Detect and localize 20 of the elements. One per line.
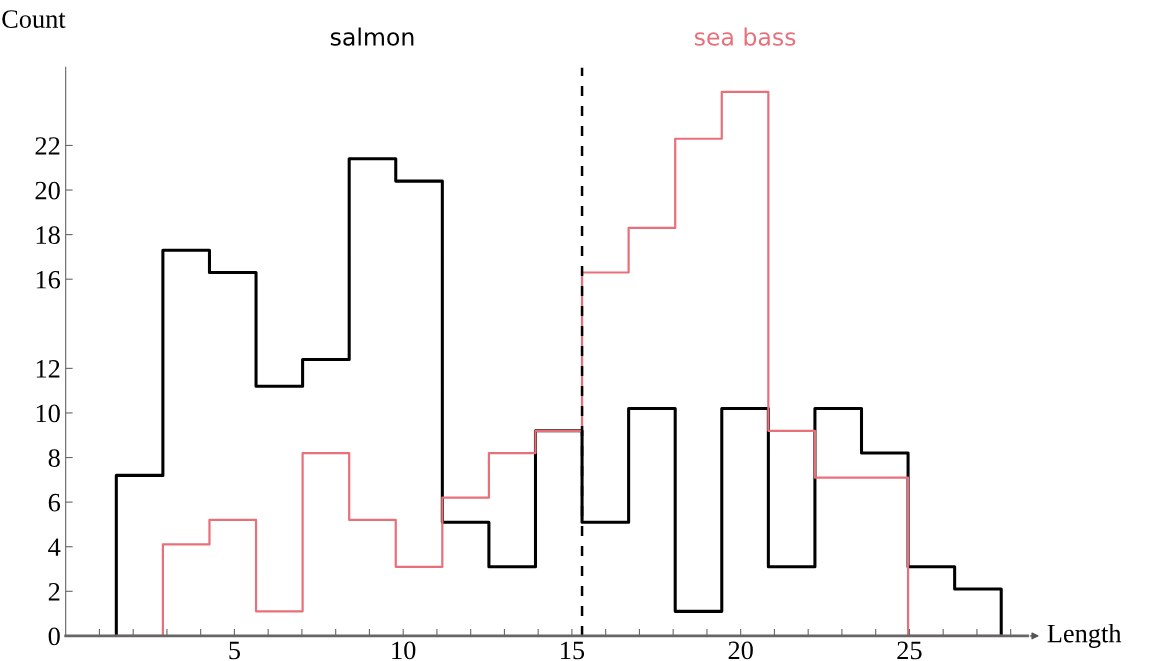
y-tick-label: 12 <box>36 360 60 378</box>
y-axis-title: Count <box>2 10 66 28</box>
y-tick-label: 4 <box>48 538 61 556</box>
x-tick-label: 10 <box>392 641 416 660</box>
y-tick-label: 8 <box>48 449 60 467</box>
x-tick-label: 5 <box>229 641 240 660</box>
y-tick-label: 0 <box>48 627 60 646</box>
y-tick-label: 18 <box>36 226 60 245</box>
y-tick-label: 22 <box>35 137 60 155</box>
y-tick-label: 10 <box>36 404 60 423</box>
text: sea bass <box>694 27 796 46</box>
x-tick-label: 25 <box>897 641 922 660</box>
text: salmon <box>330 27 414 46</box>
y-tick-label: 16 <box>36 270 61 289</box>
y-tick-label: 6 <box>48 493 61 512</box>
x-tick-label: 15 <box>561 641 585 660</box>
y-tick-label: 20 <box>35 181 60 200</box>
x-axis-title: Length <box>1047 623 1122 648</box>
x-tick-label: 20 <box>728 641 753 660</box>
y-tick-label: 2 <box>48 582 60 601</box>
